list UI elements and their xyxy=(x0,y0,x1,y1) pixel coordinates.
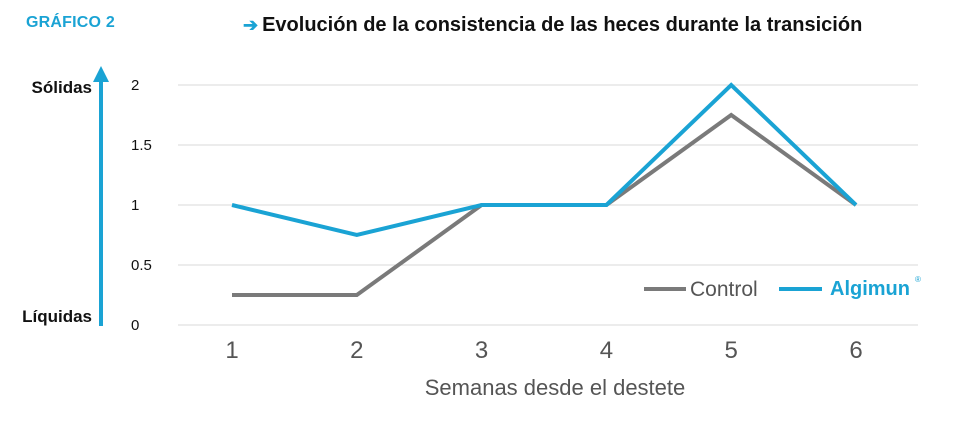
figure-label: GRÁFICO 2 xyxy=(26,14,115,31)
x-axis-label: Semanas desde el destete xyxy=(425,375,686,400)
x-tick-label: 3 xyxy=(475,337,488,364)
chart-title-wrap: ➔ Evolución de la consistencia de las hec… xyxy=(243,14,862,37)
x-tick-label: 2 xyxy=(350,337,363,364)
series-line-algimun xyxy=(231,82,858,238)
y-tick-label: 0.5 xyxy=(131,257,152,274)
x-tick-label: 4 xyxy=(600,337,613,364)
y-tick-label: 2 xyxy=(131,77,139,94)
y-tick-label: 1 xyxy=(131,197,139,214)
legend-trademark: ® xyxy=(915,275,921,284)
y-tick-label: 0 xyxy=(131,317,139,334)
x-tick-label: 5 xyxy=(725,337,738,364)
x-tick-label: 6 xyxy=(849,337,862,364)
x-tick-label: 1 xyxy=(225,337,238,364)
legend-label-control: Control xyxy=(690,278,758,301)
chart-title: Evolución de la consistencia de las hece… xyxy=(262,14,863,36)
y-axis-top-label: Sólidas xyxy=(31,78,92,97)
arrow-right-icon: ➔ xyxy=(243,15,259,35)
y-axis-arrow-head xyxy=(93,66,109,82)
legend-label-algimun: Algimun xyxy=(830,278,910,300)
y-tick-label: 1.5 xyxy=(131,137,152,154)
y-axis-bottom-label: Líquidas xyxy=(22,307,92,326)
